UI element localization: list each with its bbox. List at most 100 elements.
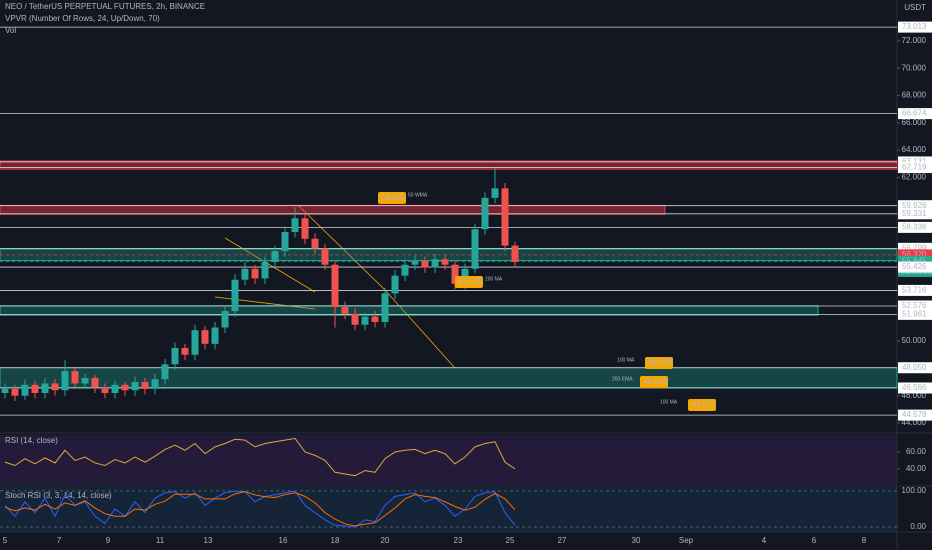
candle-body (481, 197, 489, 230)
candle-body (451, 264, 459, 284)
candle-body (361, 316, 369, 325)
annotation-box (378, 192, 406, 204)
candle-body (101, 387, 109, 393)
x-tick-label: 11 (156, 536, 165, 545)
candle-body (491, 188, 499, 198)
annotation-box (455, 276, 483, 288)
rsi-pane (0, 435, 897, 485)
y-tick-label: 46.000 (902, 391, 927, 400)
x-tick-label: 20 (381, 536, 390, 545)
x-tick-label: 27 (558, 536, 567, 545)
x-tick-label: 25 (506, 536, 515, 545)
candle-body (291, 218, 299, 232)
candle-body (21, 384, 29, 396)
candle-body (151, 379, 159, 389)
level-label: 46.566 (902, 383, 927, 392)
level-label: 56.799 (902, 243, 927, 252)
annotation-name: 100 MA (617, 357, 635, 363)
level-tag (898, 409, 932, 421)
level-tag (898, 200, 932, 212)
candle-body (211, 327, 219, 344)
level-tag (898, 255, 932, 267)
level-tag (898, 221, 932, 233)
candle-body (321, 248, 329, 265)
level-label: 58.336 (902, 222, 927, 231)
candle-body (371, 316, 379, 323)
level-tag (898, 108, 932, 120)
x-tick-label: 9 (106, 536, 111, 545)
y-tick-label: 66.000 (902, 118, 927, 127)
annotation-value: 48.033 (648, 358, 673, 367)
zone (0, 204, 666, 215)
y-tick-label: 68.000 (902, 91, 927, 100)
candle-body (121, 384, 129, 391)
stoch-tick-label: 0.00 (910, 522, 926, 531)
candle-body (271, 251, 279, 262)
annotation-box (688, 399, 716, 411)
level-tag (898, 21, 932, 33)
level-label: 56.320 (902, 250, 927, 259)
annotation-value: 53.729 (458, 277, 483, 286)
candle-body (401, 264, 409, 276)
candle-body (381, 293, 389, 323)
candle-body (341, 307, 349, 314)
stoch-line (4, 490, 516, 528)
level-label: 55.845 (902, 256, 927, 265)
annotation-name: 50 WMA (408, 192, 428, 198)
level-tag (898, 208, 932, 220)
rsi-line (4, 437, 516, 477)
x-tick-label: 8 (862, 536, 867, 545)
y-tick-label: 70.000 (902, 63, 927, 72)
candle-body (51, 383, 59, 391)
level-tag (898, 162, 932, 174)
level-label: 44.578 (902, 410, 927, 419)
x-tick-label: 7 (57, 536, 62, 545)
annotation-value: 44.531 (691, 400, 716, 409)
x-tick-label: 4 (762, 536, 767, 545)
candle-body (391, 275, 399, 294)
x-tick-label: 13 (204, 536, 213, 545)
x-tick-label: Sep (679, 536, 694, 545)
level-tag (898, 308, 932, 320)
level-label: 63.131 (902, 157, 927, 166)
candle-body (431, 259, 439, 268)
candle-body (261, 261, 269, 279)
annotation-value: 46.519 (643, 377, 668, 386)
rsi-tick-label: 60.00 (906, 447, 927, 456)
candle-body (91, 377, 99, 388)
annotation-box (640, 376, 668, 388)
candle-body (201, 330, 209, 344)
level-label: 52.576 (902, 301, 927, 310)
candle-body (71, 371, 79, 384)
candle-body (351, 313, 359, 325)
zone (0, 160, 898, 170)
candle-body (511, 245, 519, 262)
y-tick-label: 72.000 (902, 36, 927, 45)
stoch-line (4, 491, 516, 527)
candle-body (161, 364, 169, 380)
annotation-value: 59.285 (381, 193, 406, 202)
x-tick-label: 18 (331, 536, 340, 545)
candle-body (131, 382, 139, 391)
indicator-label: VPVR (Number Of Rows, 24, Up/Down, 70) (5, 14, 160, 23)
annotation-name: 200 EMA (612, 376, 633, 382)
zone (0, 305, 819, 316)
candle-body (81, 377, 89, 384)
x-tick-label: 30 (632, 536, 641, 545)
candle-body (141, 382, 149, 389)
level-label: 62.719 (902, 163, 927, 172)
level-tag (898, 242, 932, 254)
candle-body (111, 384, 119, 393)
indicator-label: Vol (5, 26, 16, 35)
level-label: 73.013 (902, 22, 927, 31)
y-tick-label: 44.000 (902, 418, 927, 427)
annotation-name: 200 MA (485, 276, 503, 282)
candle-body (301, 218, 309, 239)
level-tag (898, 382, 932, 394)
level-label: 59.331 (902, 209, 927, 218)
level-tag (898, 156, 932, 168)
candle-body (191, 330, 199, 355)
y-tick-label: 64.000 (902, 145, 927, 154)
y-tick-label: 50.000 (902, 336, 927, 345)
